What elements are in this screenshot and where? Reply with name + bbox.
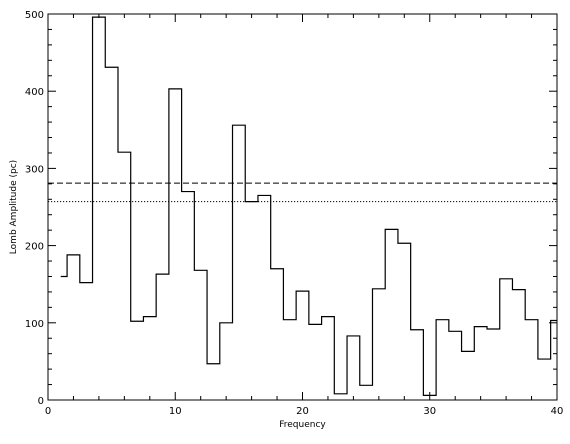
y-axis-label: Lomb Amplitude (pc) (9, 160, 19, 254)
y-tick-label: 100 (25, 319, 44, 330)
series-group (60, 16, 557, 396)
x-tick-label: 30 (423, 406, 436, 417)
plot-frame (47, 13, 558, 401)
y-tick-label: 300 (25, 164, 44, 175)
x-tick-label: 10 (169, 406, 182, 417)
y-tick-label: 200 (25, 242, 44, 253)
x-axis-label: Frequency (279, 420, 326, 430)
series-line (60, 16, 557, 396)
x-tick-label: 20 (296, 406, 309, 417)
reference-lines (48, 182, 557, 203)
x-tick-label: 40 (551, 406, 564, 417)
x-tick-label: 0 (45, 406, 51, 417)
y-tick-label: 0 (38, 396, 44, 407)
y-tick-label: 500 (25, 10, 44, 21)
axis-ticks (47, 13, 558, 401)
y-tick-label: 400 (25, 87, 44, 98)
